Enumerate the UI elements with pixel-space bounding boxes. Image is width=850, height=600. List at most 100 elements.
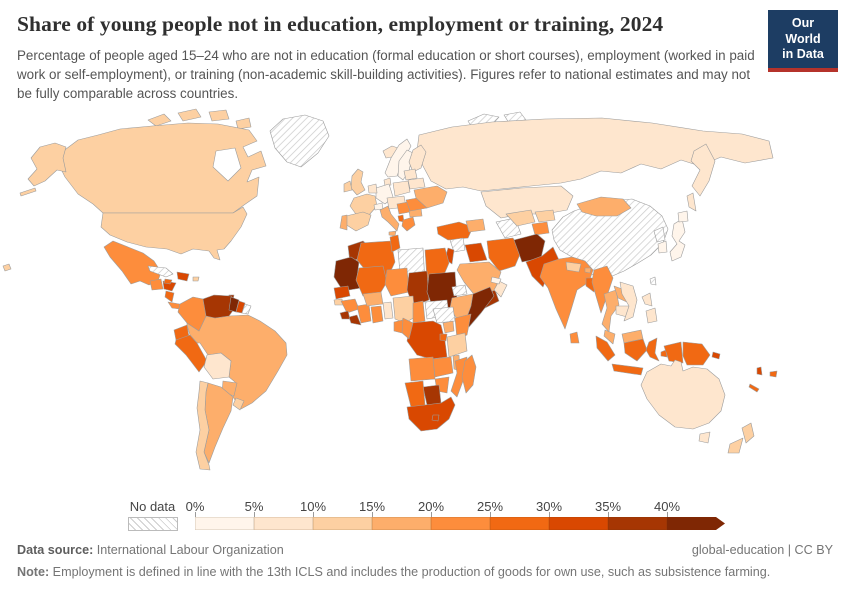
country-russia-kamchatka[interactable] [690, 143, 716, 197]
footer-attribution[interactable]: global-education | CC BY [691, 543, 833, 557]
country-madagascar[interactable] [461, 354, 477, 394]
country-russia-sakhalin[interactable] [686, 192, 697, 212]
country-mozambique[interactable] [450, 356, 468, 398]
country-oman[interactable] [493, 280, 508, 298]
country-kazakhstan[interactable] [480, 185, 574, 219]
country-fiji[interactable] [769, 370, 778, 378]
country-ivory-coast[interactable] [356, 303, 372, 324]
country-bolivia[interactable] [203, 352, 232, 380]
legend-bin-25-30%[interactable] [490, 517, 549, 530]
country-norway[interactable] [384, 138, 412, 178]
country-finland[interactable] [408, 144, 427, 173]
legend-no-data-swatch[interactable] [128, 517, 178, 531]
country-indonesia-kalimantan[interactable] [623, 338, 648, 362]
country-indonesia-papua[interactable] [663, 341, 684, 364]
country-cuba[interactable] [147, 265, 174, 278]
country-guatemala[interactable] [149, 278, 164, 291]
country-australia[interactable] [640, 359, 726, 430]
legend-bin-5-10%[interactable] [254, 517, 313, 530]
country-russia[interactable] [416, 117, 774, 192]
country-malaysia[interactable] [603, 329, 616, 345]
country-iraq[interactable] [464, 242, 488, 263]
country-poland[interactable] [392, 180, 411, 197]
country-gulf-states[interactable] [490, 276, 502, 285]
country-papua-new-guinea[interactable] [682, 341, 711, 366]
country-india[interactable] [539, 256, 594, 330]
country-indonesia-java[interactable] [611, 363, 644, 376]
country-north-korea[interactable] [653, 226, 666, 243]
country-tasmania[interactable] [698, 431, 711, 444]
country-turkey[interactable] [436, 221, 474, 241]
country-french-guiana[interactable] [241, 303, 252, 315]
country-hawaii[interactable] [2, 263, 12, 272]
country-vietnam[interactable] [619, 281, 638, 322]
country-nicaragua[interactable] [164, 290, 175, 303]
country-nepal[interactable] [565, 261, 582, 273]
country-somalia[interactable] [466, 286, 495, 328]
country-new-zealand-north[interactable] [741, 422, 755, 444]
legend-bin-35-40%[interactable] [608, 517, 667, 530]
country-indonesia-moluccas[interactable] [660, 349, 668, 358]
legend-bin-20-25%[interactable] [431, 517, 490, 530]
country-namibia[interactable] [404, 380, 426, 408]
country-uganda[interactable] [442, 320, 455, 334]
country-canada-arctic[interactable] [177, 108, 202, 122]
country-tanzania[interactable] [446, 332, 468, 358]
country-iran[interactable] [486, 237, 522, 272]
country-ghana[interactable] [370, 305, 384, 324]
owid-logo[interactable]: Our World in Data [768, 10, 838, 72]
country-uk[interactable] [350, 168, 366, 196]
country-uruguay[interactable] [232, 397, 245, 411]
country-eritrea[interactable] [451, 284, 468, 297]
country-greece[interactable] [401, 216, 416, 232]
country-france[interactable] [349, 193, 378, 218]
country-indonesia-sulawesi[interactable] [645, 337, 660, 362]
country-puerto-rico[interactable] [192, 276, 200, 282]
country-philippines-luzon[interactable] [641, 292, 653, 307]
country-peru[interactable] [174, 334, 208, 373]
country-lesotho[interactable] [431, 414, 440, 422]
country-canada-arctic[interactable] [235, 117, 252, 130]
country-mali[interactable] [355, 265, 388, 297]
country-colombia[interactable] [177, 296, 207, 332]
country-new-caledonia[interactable] [748, 383, 760, 393]
country-togo-benin[interactable] [382, 301, 394, 320]
legend-bin-30-35%[interactable] [549, 517, 608, 530]
country-syria[interactable] [449, 237, 466, 253]
country-botswana[interactable] [422, 384, 442, 406]
country-solomon-islands[interactable] [711, 351, 721, 360]
country-afghanistan[interactable] [513, 233, 546, 263]
country-caucasus[interactable] [465, 218, 486, 233]
country-ukraine[interactable] [413, 185, 448, 209]
country-kyrgyzstan[interactable] [534, 209, 556, 223]
country-burkina-faso[interactable] [362, 291, 384, 307]
country-liberia[interactable] [348, 314, 362, 326]
country-argentina[interactable] [203, 382, 234, 464]
country-sierra-leone[interactable] [339, 310, 351, 320]
country-vanuatu[interactable] [756, 366, 763, 376]
country-south-korea[interactable] [657, 240, 668, 254]
country-baltics[interactable] [403, 168, 418, 181]
country-sri-lanka[interactable] [569, 331, 580, 344]
country-mongolia[interactable] [576, 196, 632, 217]
legend-color-bar[interactable] [195, 517, 725, 530]
country-benelux[interactable] [367, 183, 378, 194]
legend-bin-10-15%[interactable] [313, 517, 372, 530]
country-bhutan[interactable] [584, 267, 592, 274]
country-hispaniola[interactable] [176, 271, 190, 282]
country-senegal[interactable] [333, 285, 351, 300]
country-niger[interactable] [384, 267, 410, 297]
country-taiwan[interactable] [649, 276, 657, 286]
country-portugal[interactable] [339, 214, 348, 231]
country-belarus[interactable] [407, 177, 426, 190]
country-kenya[interactable] [454, 313, 472, 340]
country-canada-arctic[interactable] [208, 109, 230, 122]
country-italy[interactable] [379, 205, 400, 232]
country-canada-arctic[interactable] [147, 113, 172, 127]
country-tajikistan[interactable] [531, 221, 550, 236]
country-tunisia[interactable] [389, 234, 401, 253]
country-ireland[interactable] [343, 180, 353, 193]
country-uzbekistan[interactable] [505, 209, 536, 227]
country-japan[interactable] [669, 218, 686, 262]
country-rwanda-burundi[interactable] [439, 333, 448, 342]
